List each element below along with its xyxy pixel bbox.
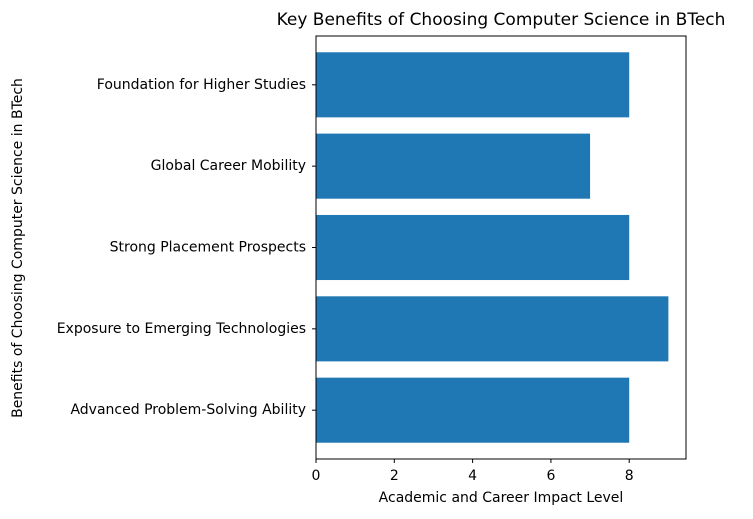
x-tick-label: 8 bbox=[625, 468, 634, 484]
y-tick-label: Foundation for Higher Studies bbox=[97, 77, 306, 93]
x-tick-label: 4 bbox=[468, 468, 477, 484]
y-tick-label: Global Career Mobility bbox=[151, 158, 306, 174]
x-tick-label: 2 bbox=[390, 468, 399, 484]
bar bbox=[316, 214, 630, 281]
y-tick-label: Strong Placement Prospects bbox=[110, 240, 306, 256]
y-axis-label: Benefits of Choosing Computer Science in… bbox=[10, 78, 26, 418]
x-tick-label: 6 bbox=[546, 468, 555, 484]
x-tick-label: 0 bbox=[312, 468, 321, 484]
bar bbox=[316, 296, 669, 362]
bar bbox=[316, 377, 630, 443]
chart-title: Key Benefits of Choosing Computer Scienc… bbox=[277, 10, 726, 30]
bar bbox=[316, 52, 630, 118]
bar bbox=[316, 133, 591, 199]
x-axis-label: Academic and Career Impact Level bbox=[379, 490, 624, 506]
y-tick-label: Exposure to Emerging Technologies bbox=[57, 321, 306, 337]
y-tick-label: Advanced Problem-Solving Ability bbox=[70, 402, 306, 418]
plot-frame bbox=[315, 35, 687, 460]
